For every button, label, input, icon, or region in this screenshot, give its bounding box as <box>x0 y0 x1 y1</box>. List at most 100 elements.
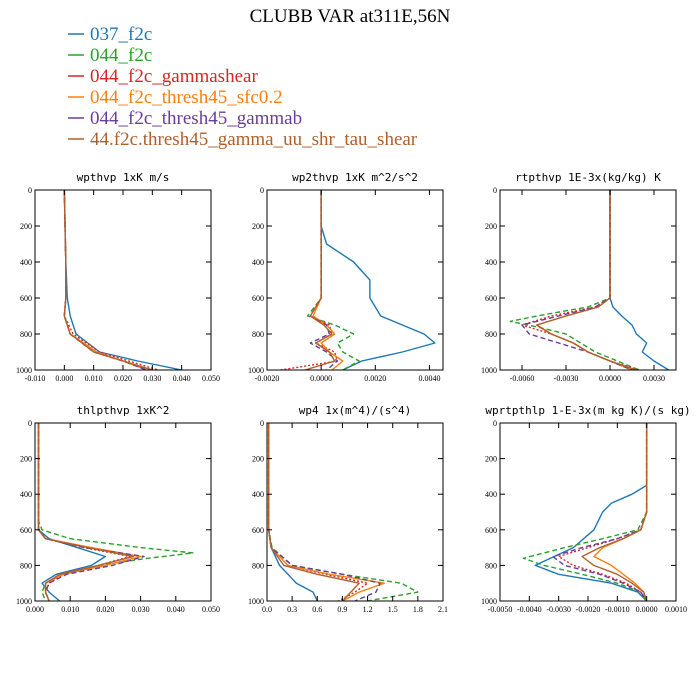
x-tick-label: -0.0010 <box>605 605 630 614</box>
panel-title: wp4 1x(m^4)/(s^4) <box>299 404 412 417</box>
x-tick-label: -0.0020 <box>576 605 601 614</box>
y-tick-label: 800 <box>485 330 497 339</box>
series-line-1 <box>609 190 670 370</box>
y-tick-label: 800 <box>252 561 264 570</box>
x-tick-label: 0.3 <box>287 605 297 614</box>
legend-entry: 044_f2c_gammashear <box>90 66 258 87</box>
y-tick-label: 600 <box>252 526 264 535</box>
series-line-6 <box>37 423 135 601</box>
x-tick-label: 2.1 <box>438 605 448 614</box>
y-tick-label: 200 <box>485 455 497 464</box>
y-tick-label: 400 <box>485 490 497 499</box>
x-tick-label: 1.8 <box>413 605 423 614</box>
x-tick-label: 0.040 <box>167 605 185 614</box>
y-tick-label: 200 <box>252 222 264 231</box>
y-tick-label: 800 <box>20 330 32 339</box>
y-tick-label: 0 <box>28 186 32 195</box>
series-line-3 <box>280 190 339 370</box>
series-line-2 <box>522 423 648 601</box>
x-tick-label: 0.050 <box>202 374 220 383</box>
series-line-6 <box>267 423 360 601</box>
plot-frame <box>499 422 677 602</box>
x-tick-label: 0.0000 <box>636 605 658 614</box>
y-tick-label: 600 <box>20 526 32 535</box>
y-tick-label: 800 <box>252 330 264 339</box>
x-tick-label: 0.0000 <box>599 374 621 383</box>
panel-1: wpthvp 1xK m/s -0.010 0.000 0.010 0.020 0.030… <box>16 171 220 383</box>
x-tick-label: -0.0050 <box>488 605 513 614</box>
plot-frame <box>266 422 444 602</box>
x-tick-label: 0.030 <box>143 374 161 383</box>
x-tick-label: -0.0030 <box>546 605 571 614</box>
legend-entry: 44.f2c.thresh45_gamma_uu_shr_tau_shear <box>90 129 418 150</box>
panel-title: wprtpthlp 1-E-3x(m kg K)/(s kg) <box>485 404 690 417</box>
y-tick-label: 1000 <box>248 597 264 606</box>
y-tick-label: 1000 <box>16 597 32 606</box>
y-tick-label: 200 <box>485 222 497 231</box>
x-tick-label: 1.5 <box>388 605 398 614</box>
series-line-1 <box>37 423 107 601</box>
panels: wpthvp 1xK m/s-0.010 0.000 0.010 0.020 0.030… <box>16 171 691 614</box>
y-tick-label: 600 <box>20 294 32 303</box>
series-line-2 <box>63 190 153 370</box>
series-line-4 <box>37 423 142 601</box>
series-line-4 <box>267 423 386 601</box>
x-tick-label: 0.0000 <box>310 374 332 383</box>
y-tick-label: 200 <box>20 455 32 464</box>
panel-title: wp2thvp 1xK m^2/s^2 <box>292 171 418 184</box>
x-tick-label: 0.0010 <box>665 605 687 614</box>
y-tick-label: 400 <box>20 258 32 267</box>
series-line-3 <box>37 423 131 601</box>
x-tick-label: 0.000 <box>26 605 44 614</box>
series-line-5 <box>37 423 145 601</box>
x-tick-label: 0.0 <box>262 605 272 614</box>
series-line-6 <box>304 190 336 370</box>
series-line-6 <box>535 190 637 370</box>
y-tick-label: 1000 <box>16 366 32 375</box>
series-line-4 <box>63 190 147 370</box>
x-tick-label: 0.020 <box>114 374 132 383</box>
series-line-5 <box>521 190 633 370</box>
series-line-1 <box>534 423 648 601</box>
y-tick-label: 600 <box>485 526 497 535</box>
y-tick-label: 1000 <box>481 597 497 606</box>
y-tick-label: 200 <box>20 222 32 231</box>
y-tick-label: 400 <box>485 258 497 267</box>
y-tick-label: 600 <box>485 294 497 303</box>
y-tick-label: 800 <box>20 561 32 570</box>
series-line-6 <box>581 423 648 601</box>
x-tick-label: -0.0030 <box>554 374 579 383</box>
x-tick-label: 0.0040 <box>418 374 440 383</box>
series-line-3 <box>521 190 640 370</box>
x-tick-label: -0.010 <box>25 374 46 383</box>
legend-entry: 044_f2c_thresh45_gammab <box>90 108 302 129</box>
x-tick-label: -0.0060 <box>510 374 535 383</box>
y-tick-label: 0 <box>493 186 497 195</box>
legend-entry: 044_f2c_thresh45_sfc0.2 <box>90 87 283 108</box>
x-tick-label: -0.0040 <box>517 605 542 614</box>
x-tick-label: 0.010 <box>61 605 79 614</box>
x-tick-label: 0.000 <box>55 374 73 383</box>
y-tick-label: 400 <box>252 490 264 499</box>
legend-entry: 044_f2c <box>90 45 152 66</box>
series-line-4 <box>312 190 344 370</box>
figure-title: CLUBB VAR at311E,56N <box>250 6 451 27</box>
x-tick-label: 0.050 <box>202 605 220 614</box>
x-tick-label: 0.030 <box>132 605 150 614</box>
y-tick-label: 1000 <box>481 366 497 375</box>
series-line-5 <box>552 423 648 601</box>
panel-title: thlpthvp 1xK^2 <box>77 404 170 417</box>
series-line-5 <box>63 190 147 370</box>
y-tick-label: 1000 <box>248 366 264 375</box>
x-tick-label: 0.040 <box>173 374 191 383</box>
x-tick-label: 0.020 <box>96 605 114 614</box>
x-tick-label: 0.9 <box>337 605 347 614</box>
x-tick-label: 1.2 <box>363 605 373 614</box>
series-line-4 <box>535 190 633 370</box>
y-tick-label: 0 <box>260 419 264 428</box>
series-line-1 <box>267 423 318 601</box>
y-tick-label: 200 <box>252 455 264 464</box>
legend-entry: 037_f2c <box>90 24 152 45</box>
y-tick-label: 0 <box>493 419 497 428</box>
